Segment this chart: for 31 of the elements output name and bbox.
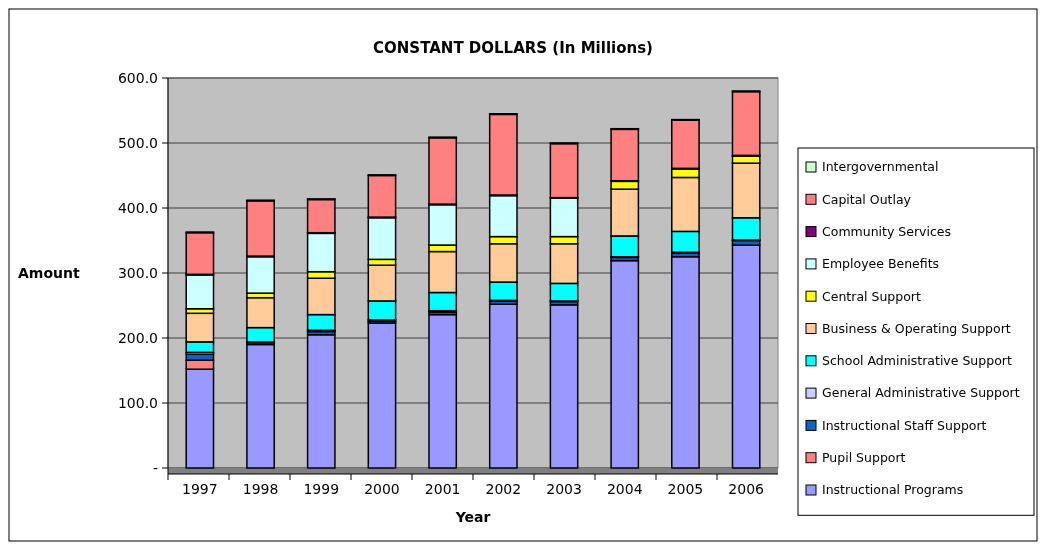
x-tick-label: 2000: [364, 481, 400, 497]
legend-label: Pupil Support: [822, 450, 906, 466]
x-tick-label: 2002: [485, 481, 522, 497]
legend-label: Instructional Programs: [822, 482, 964, 498]
legend-label: Capital Outlay: [822, 191, 912, 207]
x-tick-label: 2005: [667, 481, 704, 497]
y-tick-label: -: [152, 459, 158, 476]
y-tick-label: 400.0: [117, 199, 158, 216]
x-tick-label: 2001: [424, 481, 461, 497]
legend-label: General Administrative Support: [822, 385, 1020, 401]
x-tick-label: 2006: [728, 481, 765, 497]
legend-label: Employee Benefits: [822, 256, 940, 272]
legend-label: Central Support: [822, 288, 921, 304]
legend-label: School Administrative Support: [822, 353, 1012, 369]
legend-label: Instructional Staff Support: [822, 417, 987, 433]
x-tick-label: 2004: [606, 481, 643, 497]
x-tick-label: 1997: [182, 481, 218, 497]
x-tick-label: 1998: [242, 481, 279, 497]
chart-title: CONSTANT DOLLARS (In Millions): [373, 39, 653, 57]
y-tick-label: 300.0: [117, 264, 158, 281]
y-tick-label: 500.0: [117, 134, 158, 151]
x-tick-label: 2003: [546, 481, 582, 497]
y-tick-label: 200.0: [117, 329, 158, 346]
legend-label: Business & Operating Support: [822, 320, 1011, 336]
legend-label: Community Services: [822, 223, 952, 239]
x-tick-label: 1999: [303, 481, 340, 497]
y-tick-label: 100.0: [117, 394, 158, 411]
y-axis-title: Amount: [18, 264, 80, 281]
y-tick-label: 600.0: [117, 69, 158, 86]
legend-label: Intergovernmental: [822, 159, 939, 175]
x-axis-title: Year: [454, 509, 491, 525]
